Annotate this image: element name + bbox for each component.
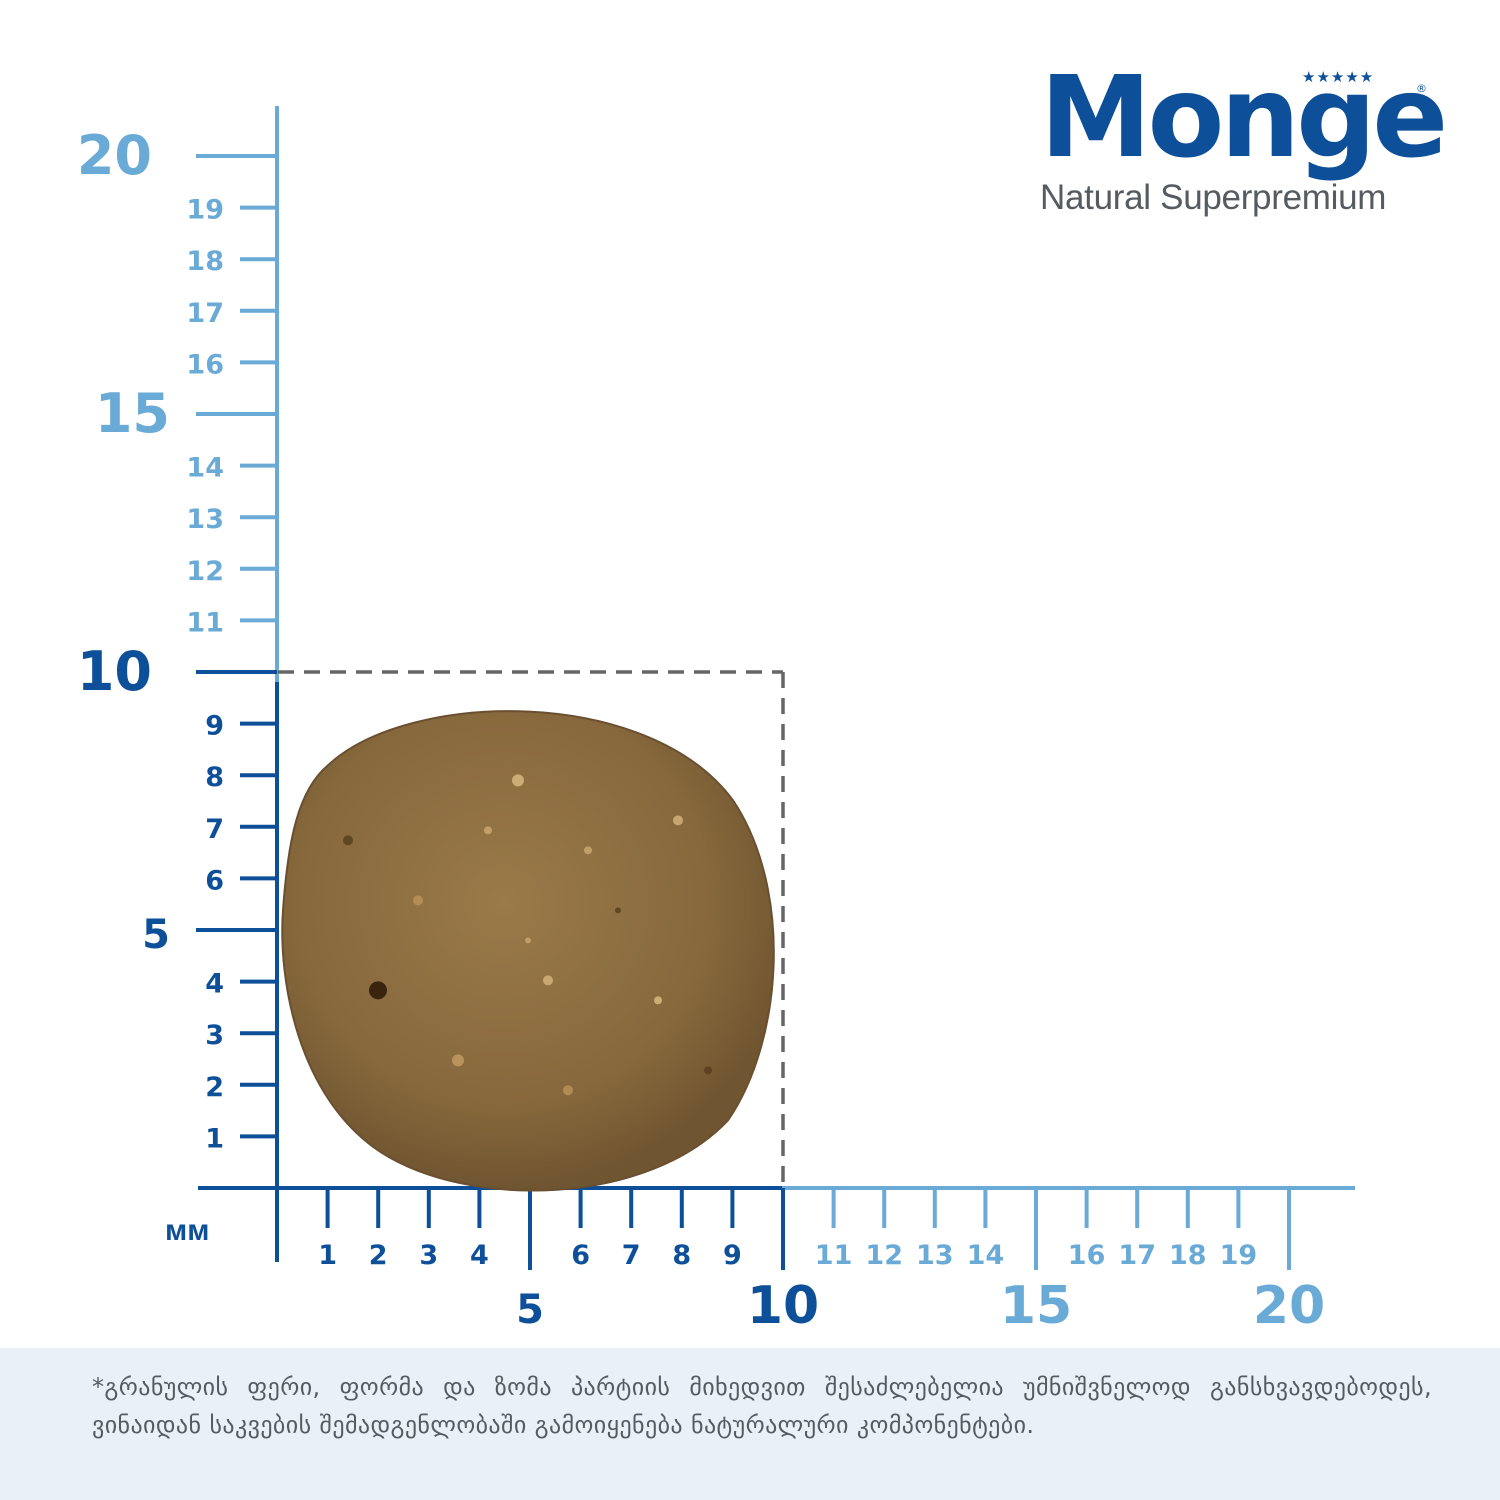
horizontal-minor-label: 13 bbox=[916, 1240, 954, 1271]
horizontal-minor-label: 6 bbox=[571, 1240, 590, 1271]
kibble-speckle bbox=[673, 815, 683, 826]
horizontal-minor-label: 2 bbox=[369, 1240, 388, 1271]
vertical-minor-label: 3 bbox=[205, 1020, 224, 1051]
horizontal-major-label: 5 bbox=[516, 1287, 544, 1333]
horizontal-minor-label: 16 bbox=[1068, 1240, 1106, 1271]
horizontal-minor-label: 11 bbox=[815, 1240, 853, 1271]
brand-logo: Monge ★★★★★ ® Natural Superpremium bbox=[1040, 53, 1448, 218]
horizontal-minor-label: 8 bbox=[672, 1240, 691, 1271]
horizontal-minor-label: 18 bbox=[1169, 1240, 1207, 1271]
vertical-minor-label: 2 bbox=[205, 1072, 224, 1103]
horizontal-minor-label: 3 bbox=[419, 1240, 438, 1271]
vertical-minor-label: 18 bbox=[186, 246, 224, 277]
disclaimer-footer bbox=[0, 1348, 1500, 1500]
horizontal-minor-label: 7 bbox=[622, 1240, 641, 1271]
kibble-speckle bbox=[584, 846, 592, 855]
vertical-minor-label: 1 bbox=[205, 1123, 224, 1154]
kibble-speckle bbox=[704, 1066, 712, 1075]
unit-label: мм bbox=[165, 1214, 210, 1247]
kibble-speckle bbox=[369, 981, 387, 1000]
kibble-speckle bbox=[452, 1054, 464, 1067]
kibble-speckle bbox=[654, 996, 662, 1005]
disclaimer-text: *გრანულის ფერი, ფორმა და ზომა პარტიის მი… bbox=[92, 1373, 1432, 1439]
brand-name: Monge bbox=[1040, 53, 1448, 183]
kibble-speckle bbox=[484, 826, 492, 835]
vertical-minor-label: 4 bbox=[205, 969, 224, 1000]
horizontal-minor-label: 12 bbox=[865, 1240, 903, 1271]
horizontal-minor-label: 1 bbox=[318, 1240, 337, 1271]
kibble-speckle bbox=[563, 1085, 573, 1096]
vertical-minor-label: 19 bbox=[186, 195, 224, 226]
kibble-speckle bbox=[512, 774, 524, 787]
vertical-major-label: 10 bbox=[77, 640, 152, 703]
registered-mark: ® bbox=[1416, 82, 1427, 95]
horizontal-minor-label: 4 bbox=[470, 1240, 489, 1271]
vertical-minor-label: 13 bbox=[186, 504, 224, 535]
kibble-speckle bbox=[343, 835, 353, 846]
kibble-speckle bbox=[615, 907, 621, 914]
kibble-speckle bbox=[413, 895, 423, 906]
horizontal-major-label: 20 bbox=[1253, 1276, 1325, 1336]
vertical-minor-label: 8 bbox=[205, 762, 224, 793]
horizontal-minor-label: 17 bbox=[1118, 1240, 1156, 1271]
vertical-major-label: 5 bbox=[142, 912, 170, 958]
horizontal-major-label: 15 bbox=[1000, 1276, 1072, 1336]
vertical-minor-label: 9 bbox=[205, 711, 224, 742]
horizontal-minor-label: 14 bbox=[967, 1240, 1005, 1271]
vertical-minor-label: 6 bbox=[205, 865, 224, 896]
horizontal-minor-label: 9 bbox=[723, 1240, 742, 1271]
kibble-body bbox=[281, 710, 775, 1192]
vertical-major-label: 15 bbox=[95, 382, 170, 445]
kibble-pellet-icon bbox=[281, 710, 775, 1192]
vertical-minor-label: 17 bbox=[186, 298, 224, 329]
vertical-major-label: 20 bbox=[77, 124, 152, 187]
vertical-minor-label: 7 bbox=[205, 814, 224, 845]
brand-tagline: Natural Superpremium bbox=[1040, 178, 1387, 217]
horizontal-major-label: 10 bbox=[747, 1276, 819, 1336]
kibble-speckle bbox=[525, 937, 531, 944]
kibble-speckle bbox=[543, 975, 553, 986]
vertical-minor-label: 16 bbox=[186, 349, 224, 380]
five-stars-icon: ★★★★★ bbox=[1302, 68, 1375, 86]
vertical-minor-label: 12 bbox=[186, 556, 224, 587]
vertical-minor-label: 11 bbox=[186, 607, 224, 638]
horizontal-minor-label: 19 bbox=[1220, 1240, 1258, 1271]
vertical-minor-label: 14 bbox=[186, 453, 224, 484]
